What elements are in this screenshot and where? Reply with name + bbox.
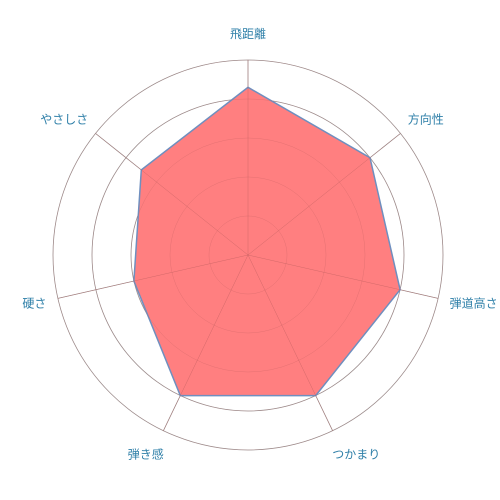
axis-label-5: 弾き感 bbox=[128, 447, 164, 462]
axis-label-3: 弾道高さ bbox=[450, 295, 498, 310]
overlay-spoke-7 bbox=[95, 133, 249, 256]
overlay-ring-5 bbox=[52, 59, 444, 451]
overlay-spoke-4 bbox=[247, 254, 333, 431]
axis-label-4: つかまり bbox=[332, 448, 380, 462]
overlay-spoke-5 bbox=[163, 254, 249, 431]
overlay-ring-4 bbox=[91, 98, 405, 412]
series-area-1 bbox=[133, 86, 401, 397]
overlay-spoke-6 bbox=[57, 254, 249, 299]
overlay-ring-1 bbox=[208, 215, 288, 295]
overlay-spoke-3 bbox=[247, 254, 439, 299]
overlay-ring-3 bbox=[130, 137, 366, 373]
axis-label-7: やさしさ bbox=[40, 113, 88, 127]
axis-label-2: 方向性 bbox=[408, 112, 444, 127]
axis-label-6: 硬さ bbox=[22, 296, 46, 310]
radar-series bbox=[52, 59, 444, 451]
axis-label-1: 飛距離 bbox=[230, 27, 266, 41]
overlay-spoke-2 bbox=[247, 133, 401, 256]
overlay-ring-2 bbox=[169, 176, 327, 334]
